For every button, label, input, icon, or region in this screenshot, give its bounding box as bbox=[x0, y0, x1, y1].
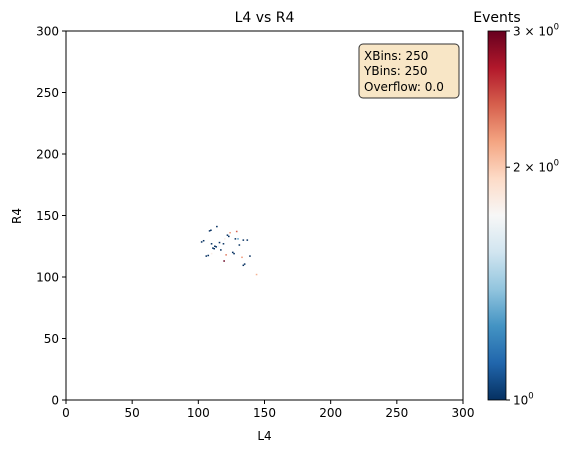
heatmap-bin bbox=[255, 273, 258, 276]
x-tick-label: 200 bbox=[319, 406, 342, 420]
colorbar-tick-label: 3 × 100 bbox=[513, 23, 559, 39]
heatmap-bin bbox=[235, 230, 238, 233]
heatmap-bin bbox=[205, 255, 208, 257]
heatmap-bin bbox=[220, 249, 222, 251]
heatmap-bin bbox=[224, 238, 226, 240]
heatmap-bin bbox=[242, 264, 245, 267]
y-tick-label: 300 bbox=[36, 25, 59, 39]
colorbar: Events 100 2 × 100 3 × 100 bbox=[473, 10, 559, 408]
y-tick-label: 200 bbox=[36, 148, 59, 162]
heatmap-bin bbox=[213, 247, 216, 250]
heatmap-bin bbox=[242, 239, 245, 241]
heatmap-bin bbox=[226, 234, 229, 236]
colorbar-tick-label: 2 × 100 bbox=[513, 159, 559, 175]
heatmap-bin bbox=[210, 252, 213, 255]
colorbar-label: Events bbox=[473, 10, 520, 26]
heatmap-bin bbox=[241, 256, 243, 259]
heatmap-bin bbox=[216, 225, 218, 228]
heatmap-bin bbox=[233, 252, 235, 255]
x-tick-label: 150 bbox=[253, 406, 276, 420]
heatmap-bin bbox=[218, 241, 221, 244]
x-tick-label: 250 bbox=[385, 406, 408, 420]
heatmap-bin bbox=[238, 244, 241, 246]
y-tick-label: 50 bbox=[44, 332, 59, 346]
heatmap-bin bbox=[237, 238, 239, 240]
chart-title: L4 vs R4 bbox=[235, 10, 295, 26]
heatmap-bin bbox=[207, 254, 210, 257]
x-tick-label: 50 bbox=[125, 406, 140, 420]
heatmap-bin bbox=[222, 243, 225, 245]
colorbar-ticks: 100 2 × 100 3 × 100 bbox=[506, 23, 559, 408]
y-tick-label: 100 bbox=[36, 271, 59, 285]
y-tick-label: 250 bbox=[36, 86, 59, 100]
heatmap-bin bbox=[210, 229, 212, 231]
heatmap-bin bbox=[231, 251, 234, 254]
heatmap-bin bbox=[246, 239, 249, 241]
heatmap-bin bbox=[249, 255, 251, 257]
x-tick-label: 300 bbox=[452, 406, 475, 420]
stats-box: XBins: 250 YBins: 250 Overflow: 0.0 bbox=[358, 43, 460, 99]
stats-xbins: XBins: 250 bbox=[364, 49, 428, 63]
heatmap-bin bbox=[243, 263, 246, 265]
x-tick-label: 100 bbox=[187, 406, 210, 420]
stats-overflow: Overflow: 0.0 bbox=[364, 80, 444, 94]
heatmap-bin bbox=[223, 260, 225, 262]
heatmap-bin bbox=[215, 246, 217, 248]
y-tick-label: 0 bbox=[51, 394, 59, 408]
heatmap-bin bbox=[200, 241, 203, 243]
heatmap-bin bbox=[208, 230, 211, 232]
y-axis-label: R4 bbox=[10, 208, 24, 224]
x-axis-label: L4 bbox=[257, 429, 271, 443]
heatmap-bin bbox=[227, 235, 230, 238]
heatmap-bin bbox=[202, 239, 205, 242]
heatmap-bin bbox=[229, 231, 231, 234]
stats-box-background bbox=[358, 43, 460, 99]
stats-ybins: YBins: 250 bbox=[363, 64, 428, 78]
heatmap-bin bbox=[234, 238, 237, 240]
y-axis-ticks: 0 50 100 150 200 250 300 bbox=[36, 25, 66, 408]
heatmap-bin bbox=[214, 245, 216, 247]
heatmap-bin bbox=[225, 254, 227, 256]
heatmap-bin bbox=[212, 247, 214, 249]
heatmap-bin bbox=[217, 245, 219, 247]
x-axis-ticks: 0 50 100 150 200 250 300 bbox=[62, 400, 474, 420]
heatmap-bins bbox=[200, 225, 258, 276]
y-tick-label: 150 bbox=[36, 209, 59, 223]
x-tick-label: 0 bbox=[62, 406, 70, 420]
colorbar-gradient bbox=[487, 30, 507, 401]
heatmap-bin bbox=[210, 243, 213, 245]
colorbar-tick-label: 100 bbox=[513, 392, 534, 408]
